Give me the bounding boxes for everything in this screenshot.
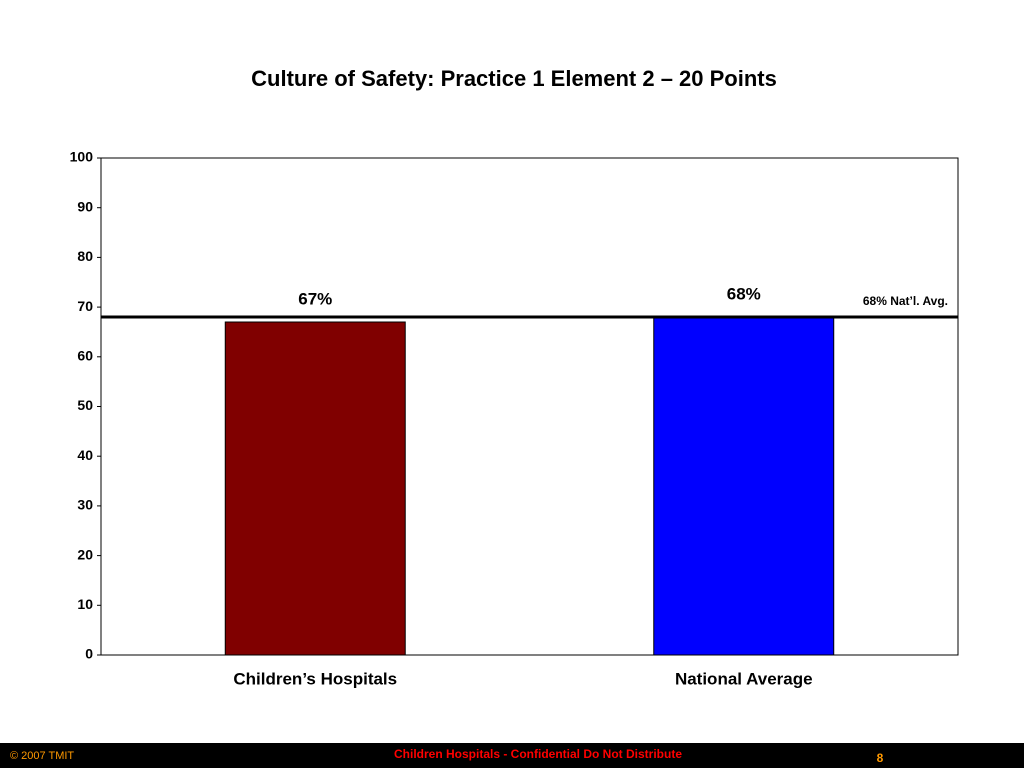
y-tick-label: 100 <box>70 149 94 165</box>
footer-bar <box>0 743 1024 768</box>
value-label: 68% <box>727 285 761 304</box>
reference-label: 68% Nat’l. Avg. <box>863 294 948 308</box>
y-tick-label: 50 <box>77 397 93 413</box>
y-tick-label: 60 <box>77 348 93 364</box>
page-number: 8 <box>877 751 884 765</box>
y-tick-label: 80 <box>77 248 93 264</box>
x-tick-label: National Average <box>675 669 813 688</box>
footer-center: Children Hospitals - Confidential Do Not… <box>394 747 682 761</box>
y-tick-label: 20 <box>77 546 93 562</box>
x-tick-label: Children’s Hospitals <box>233 669 397 688</box>
y-tick-label: 40 <box>77 447 93 463</box>
y-tick-label: 70 <box>77 298 93 314</box>
bar <box>653 316 835 656</box>
y-tick-label: 10 <box>77 596 93 612</box>
value-label: 67% <box>298 289 332 308</box>
footer-left: © 2007 TMIT <box>10 750 74 762</box>
chart-title: Culture of Safety: Practice 1 Element 2 … <box>251 66 777 91</box>
bar <box>224 321 406 656</box>
y-tick-label: 30 <box>77 497 93 513</box>
y-tick-label: 0 <box>85 646 93 662</box>
y-tick-label: 90 <box>77 198 93 214</box>
